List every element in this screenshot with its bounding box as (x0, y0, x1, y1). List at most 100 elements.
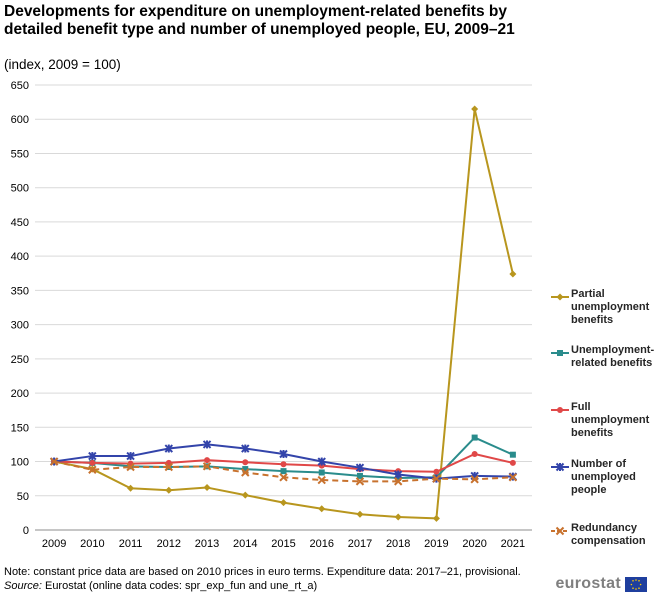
y-tick-label: 300 (11, 320, 29, 332)
data-point (242, 459, 249, 466)
legend-label-line: compensation (571, 535, 646, 547)
y-tick-label: 450 (11, 217, 29, 229)
source-label: Source: (4, 580, 42, 592)
data-point (164, 462, 174, 472)
data-point (471, 451, 478, 458)
legend-marker-shape (557, 407, 563, 413)
legend-marker-shape (555, 526, 565, 536)
marker-stroke (202, 462, 212, 471)
legend-label-line: Redundancy (571, 522, 638, 534)
legend-label-line: Number of (571, 458, 626, 470)
data-point (279, 449, 288, 459)
footnote: Note: constant price data are based on 2… (4, 565, 521, 593)
logo-text: eurostat (555, 575, 621, 592)
data-point (508, 473, 518, 482)
legend-label-line: related benefits (571, 357, 653, 369)
data-point (202, 462, 212, 471)
marker-stroke (279, 473, 288, 482)
data-point (126, 462, 135, 472)
data-point (471, 434, 478, 441)
data-point (432, 474, 441, 483)
y-tick-label: 100 (11, 457, 29, 469)
data-point (471, 105, 479, 113)
marker-stroke (241, 468, 250, 477)
legend-marker-shape (557, 350, 563, 356)
legend-label: Number of unemployed people (571, 458, 636, 497)
x-tick-label: 2016 (309, 538, 333, 550)
legend-marker-shape (556, 293, 564, 301)
y-tick-label: 50 (17, 491, 29, 503)
marker-stroke (49, 457, 59, 466)
data-point (356, 510, 364, 518)
data-point (280, 499, 287, 507)
data-point (355, 477, 365, 486)
marker-stroke (432, 474, 441, 483)
marker-stroke (470, 475, 479, 484)
legend-label: Partial unemployment benefits (571, 288, 649, 327)
data-point (126, 451, 135, 461)
legend-swatch (551, 526, 569, 536)
marker-stroke (355, 477, 365, 486)
source-text: Eurostat (online data codes: spr_exp_fun… (41, 580, 318, 592)
y-tick-label: 500 (11, 183, 29, 195)
legend-label: Redundancy compensation (571, 522, 646, 548)
x-tick-label: 2011 (119, 538, 143, 550)
x-tick-label: 2019 (424, 538, 448, 550)
legend-label-line: Unemployment- (571, 344, 655, 356)
y-tick-label: 250 (11, 354, 29, 366)
y-tick-label: 150 (11, 422, 29, 434)
x-tick-label: 2009 (42, 538, 66, 550)
data-point (203, 484, 211, 492)
data-point (317, 475, 326, 485)
data-point (356, 472, 363, 479)
marker-stroke (126, 462, 135, 472)
data-point (433, 468, 440, 475)
legend-swatch (551, 407, 569, 413)
data-point (355, 463, 365, 472)
legend-label-line: unemployment (571, 414, 650, 426)
legend-label-line: benefits (571, 314, 614, 326)
y-tick-label: 400 (11, 251, 29, 263)
data-point (88, 465, 97, 474)
marker-stroke (317, 475, 326, 485)
eurostat-logo: eurostat (555, 575, 647, 593)
data-point (280, 461, 287, 468)
data-point (241, 491, 249, 499)
data-point (318, 469, 325, 476)
x-tick-label: 2012 (157, 538, 181, 550)
data-point (393, 477, 403, 486)
legend-label-line: Full (571, 401, 591, 413)
y-tick-label: 350 (11, 285, 29, 297)
chart-subtitle: (index, 2009 = 100) (4, 57, 121, 72)
y-tick-label: 550 (11, 148, 29, 160)
data-point (49, 457, 59, 466)
legend-swatch (551, 293, 569, 301)
legend-marker-shape (555, 462, 565, 472)
legend-swatch (551, 350, 569, 356)
marker-stroke (88, 465, 97, 474)
data-point (242, 466, 249, 473)
x-tick-label: 2018 (386, 538, 410, 550)
legend-label: Full unemployment benefits (571, 401, 649, 440)
line-chart: 0 50 100 150 200 250 300 350 400 450 500 550 600 650 2… (11, 80, 532, 550)
eu-flag-icon (625, 576, 647, 592)
legend-label-line: benefits (571, 427, 614, 439)
data-point (241, 468, 250, 477)
data-point (279, 473, 288, 482)
data-point (165, 486, 173, 494)
y-tick-label: 650 (11, 80, 29, 92)
x-tick-label: 2021 (501, 538, 525, 550)
data-point (202, 440, 212, 449)
data-point (127, 484, 135, 492)
data-point (432, 514, 440, 522)
data-point (317, 457, 326, 466)
y-tick-label: 0 (23, 525, 29, 537)
y-tick-label: 200 (11, 388, 29, 400)
data-point (393, 470, 403, 479)
data-point (318, 505, 326, 513)
data-point (204, 457, 211, 464)
marker-stroke (555, 526, 565, 536)
data-point (509, 451, 516, 458)
data-point (164, 444, 174, 453)
legend-label-line: unemployment (571, 301, 650, 313)
